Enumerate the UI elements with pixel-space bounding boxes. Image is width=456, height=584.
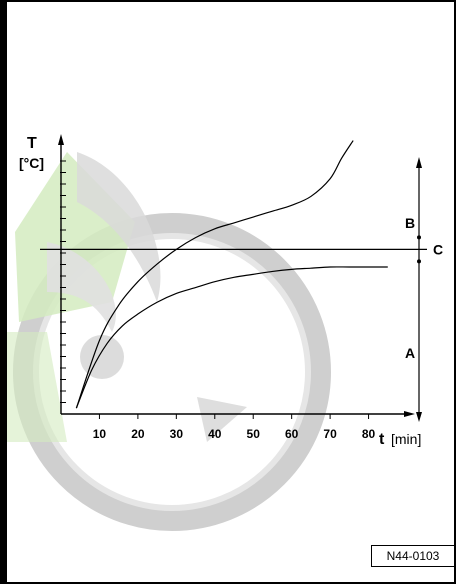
range-top-arrow-icon xyxy=(416,157,422,168)
x-axis-ticks: 10 20 30 40 50 60 70 80 xyxy=(93,414,376,441)
range-label-b: B xyxy=(405,215,415,231)
y-axis-arrow-icon xyxy=(58,134,64,145)
y-axis-ticks xyxy=(60,160,66,403)
series-2-line xyxy=(75,266,388,409)
series-group xyxy=(75,140,388,409)
skoda-logo-watermark-icon xyxy=(7,152,331,531)
image-reference-label: N44-0103 xyxy=(371,545,454,567)
x-axis-unit: [min] xyxy=(391,431,421,447)
x-tick-label: 50 xyxy=(247,427,261,441)
x-tick-label: 40 xyxy=(208,427,222,441)
reference-line-label: C xyxy=(433,241,443,257)
x-tick-label: 10 xyxy=(93,427,107,441)
x-tick-label: 60 xyxy=(285,427,299,441)
range-marker-upper xyxy=(417,235,421,240)
y-axis-symbol: T xyxy=(27,135,37,152)
x-axis-symbol: t xyxy=(379,431,385,448)
range-label-a: A xyxy=(405,345,415,361)
x-tick-label: 80 xyxy=(362,427,376,441)
series-1-line xyxy=(75,140,354,409)
range-bottom-arrow-icon xyxy=(416,412,422,422)
x-tick-label: 20 xyxy=(131,427,145,441)
y-axis-unit: [°C] xyxy=(19,155,44,171)
range-marker-lower xyxy=(417,259,421,264)
x-tick-label: 30 xyxy=(170,427,184,441)
chart: 10 20 30 40 50 60 70 80 C B A T [°C] t [min] xyxy=(7,134,443,531)
x-tick-label: 70 xyxy=(323,427,337,441)
x-axis-arrow-icon xyxy=(404,411,415,417)
